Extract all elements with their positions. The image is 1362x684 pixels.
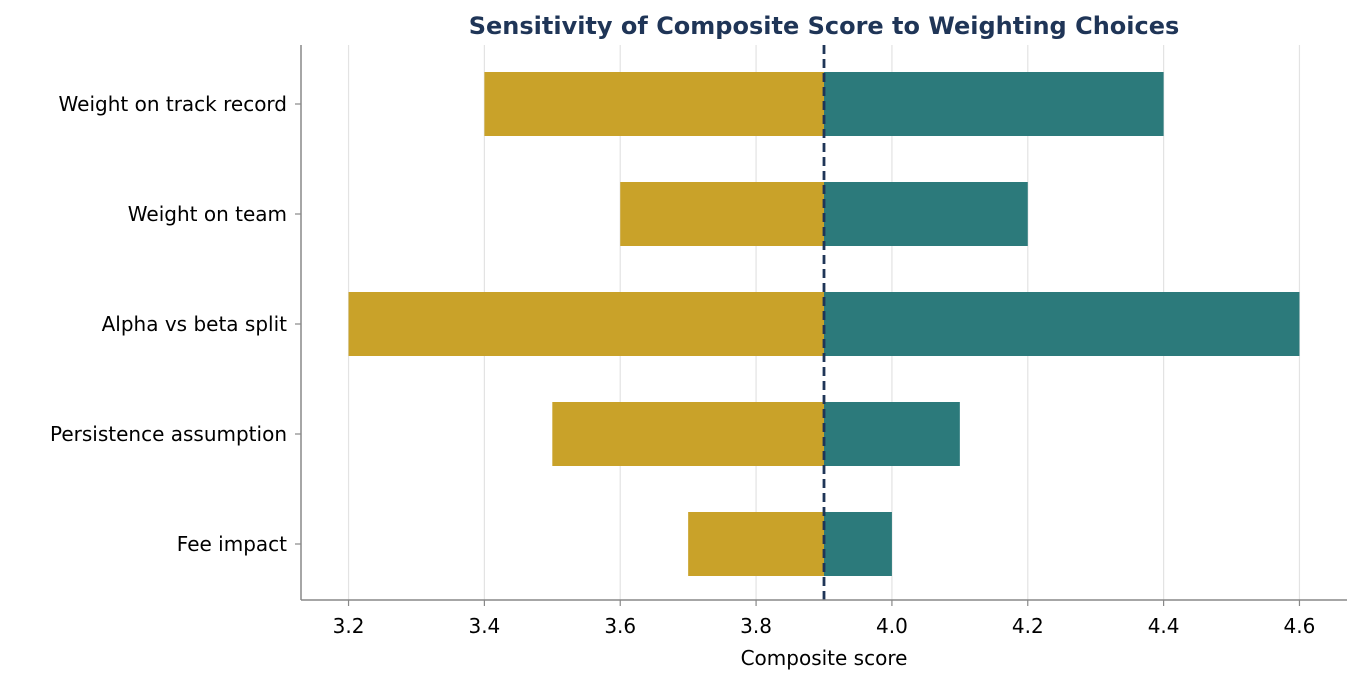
bar-high — [824, 182, 1028, 246]
bar-high — [824, 292, 1300, 356]
x-tick-label: 3.4 — [468, 614, 500, 638]
x-tick-label: 4.2 — [1012, 614, 1044, 638]
y-tick-label: Fee impact — [177, 532, 287, 556]
bars — [348, 72, 1300, 576]
bar-low — [620, 182, 824, 246]
x-tick-label: 4.0 — [876, 614, 908, 638]
y-tick-label: Weight on track record — [59, 92, 287, 116]
bar-low — [552, 402, 824, 466]
bar-high — [824, 402, 960, 466]
chart-title: Sensitivity of Composite Score to Weight… — [469, 12, 1180, 40]
x-tick-label: 3.2 — [333, 614, 365, 638]
axes: 3.2 3.4 3.6 3.8 4.0 4.2 4.4 4.6 Weight on track … — [50, 45, 1347, 638]
y-tick-label: Weight on team — [128, 202, 287, 226]
bar-low — [484, 72, 824, 136]
bar-low — [348, 292, 824, 356]
x-axis-label: Composite score — [741, 646, 908, 670]
bar-low — [688, 512, 824, 576]
x-tick-label: 4.4 — [1148, 614, 1180, 638]
y-tick-label: Persistence assumption — [50, 422, 287, 446]
bar-high — [824, 512, 892, 576]
x-tick-label: 3.6 — [604, 614, 636, 638]
bar-high — [824, 72, 1164, 136]
x-tick-label: 3.8 — [740, 614, 772, 638]
x-tick-label: 4.6 — [1284, 614, 1316, 638]
y-tick-label: Alpha vs beta split — [102, 312, 288, 336]
